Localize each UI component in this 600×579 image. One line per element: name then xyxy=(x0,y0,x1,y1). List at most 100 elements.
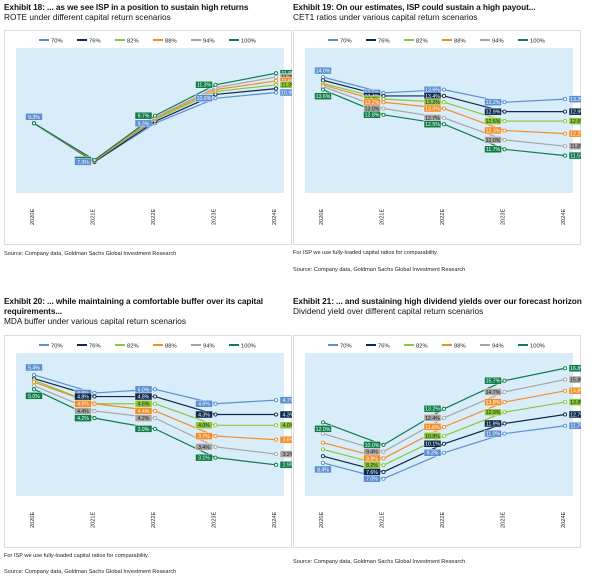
data-label: 3.7% xyxy=(195,432,213,440)
data-label: 4.8% xyxy=(74,392,92,400)
data-label-text: 11.7% xyxy=(486,147,501,153)
data-point xyxy=(562,366,568,371)
x-tick-label: 2023E xyxy=(212,209,218,225)
data-label-text: 11.3% xyxy=(281,83,292,89)
data-point xyxy=(213,96,218,101)
data-point xyxy=(92,416,97,421)
data-point xyxy=(562,153,568,158)
data-label-text: 4.6% xyxy=(77,402,89,408)
data-label-text: 13.6% xyxy=(425,88,440,94)
legend-label: 70% xyxy=(51,39,63,45)
footnote: For ISP we use fully-loaded capital rati… xyxy=(293,250,438,256)
data-label: 11.9% xyxy=(484,419,502,427)
data-label: 5.0% xyxy=(134,385,153,393)
legend-label: 100% xyxy=(241,344,256,350)
data-point xyxy=(92,408,97,413)
data-label-text: 4.8% xyxy=(77,394,89,400)
exhibit-subtitle: CET1 ratios under various capital return… xyxy=(293,12,478,22)
data-label-text: 12.4% xyxy=(425,416,440,422)
exhibit-20: Exhibit 20: ... while maintaining a comf… xyxy=(4,296,294,575)
x-tick-label: 2024E xyxy=(561,209,567,225)
data-label: 2.9% xyxy=(279,461,292,469)
legend-label: 100% xyxy=(530,344,545,350)
data-point xyxy=(502,400,507,405)
data-label-text: 4.3% xyxy=(283,412,292,418)
exhibit-title: Exhibit 21: ... and sustaining high divi… xyxy=(293,296,582,306)
source-note: Source: Company data, Goldman Sachs Glob… xyxy=(293,559,466,565)
x-tick-label: 2023E xyxy=(212,512,218,528)
data-label-text: 13.8% xyxy=(486,400,501,406)
data-label-text: 9.3% xyxy=(28,115,40,121)
legend-label: 88% xyxy=(165,344,177,350)
data-label-box xyxy=(195,400,213,408)
data-label-text: 8.4% xyxy=(317,467,329,473)
data-point xyxy=(502,147,507,152)
data-label-text: 13.0% xyxy=(425,106,440,112)
legend-label: 70% xyxy=(51,344,63,350)
data-label-box xyxy=(134,414,153,422)
data-label: 9.3% xyxy=(423,449,442,457)
data-point xyxy=(441,433,447,438)
x-tick-label: 2021E xyxy=(91,512,97,528)
data-point xyxy=(320,460,326,465)
data-point xyxy=(381,476,386,481)
legend-label: 94% xyxy=(492,39,504,45)
data-label-text: 13.3% xyxy=(570,97,581,103)
x-tick-label: 2022E xyxy=(151,209,157,225)
data-label-text: 7.6% xyxy=(366,470,378,476)
legend-label: 76% xyxy=(89,344,101,350)
data-label-text: 4.2% xyxy=(77,416,89,422)
data-label-text: 4.4% xyxy=(77,409,89,415)
data-label-box xyxy=(484,398,502,406)
data-label: 11.6% xyxy=(423,423,442,431)
data-label-text: 7.3% xyxy=(77,160,89,166)
data-label-text: 12.0% xyxy=(316,427,331,433)
data-point xyxy=(213,423,218,428)
exhibit-subtitle: MDA buffer under various capital return … xyxy=(4,316,187,326)
data-label-box xyxy=(279,461,292,469)
data-point xyxy=(273,78,279,83)
x-tick-label: 2020E xyxy=(30,512,36,528)
data-point xyxy=(92,390,97,395)
data-label: 10.0% xyxy=(363,441,381,449)
data-label-box xyxy=(25,363,43,372)
data-point xyxy=(502,119,507,124)
data-label-text: 5.4% xyxy=(28,365,40,371)
data-label-text: 3.6% xyxy=(283,438,292,444)
exhibit-title: Exhibit 18: ... as we see ISP in a posit… xyxy=(4,2,249,12)
data-label: 4.2% xyxy=(74,414,92,422)
legend-label: 100% xyxy=(530,39,545,45)
data-label: 12.9% xyxy=(568,107,581,116)
data-label-text: 12.9% xyxy=(486,110,501,116)
data-point xyxy=(562,412,568,417)
data-label-text: 4.4% xyxy=(138,409,150,415)
chart-exhibit-18: 70% 76% 82% 88% 94% 100% 2020E 2021E 2022E 2023E 2… xyxy=(4,30,292,245)
x-tick-label: 2023E xyxy=(501,512,507,528)
data-label-text: 4.0% xyxy=(198,423,210,429)
data-label: 4.8% xyxy=(134,392,153,400)
data-label-box xyxy=(314,92,332,100)
exhibit-title: Exhibit 20: ... while maintaining a comf… xyxy=(4,296,263,316)
data-label-box xyxy=(74,414,92,422)
data-label-box xyxy=(423,449,442,457)
data-point xyxy=(31,387,37,392)
data-label: 9.4% xyxy=(363,447,381,456)
x-tick-label: 2021E xyxy=(380,512,386,528)
data-label: 9.7% xyxy=(134,111,153,120)
data-label-text: 11.5% xyxy=(570,154,581,160)
data-label-box xyxy=(423,104,442,113)
data-label: 12.0% xyxy=(484,136,502,144)
data-label-text: 12.8% xyxy=(365,113,380,119)
data-label-box xyxy=(568,364,581,372)
data-label-text: 3.2% xyxy=(283,452,292,458)
data-label-box xyxy=(279,410,292,419)
data-point xyxy=(31,383,37,388)
data-label-box xyxy=(314,465,332,474)
data-label: 12.6% xyxy=(568,117,581,125)
legend-label: 82% xyxy=(127,39,139,45)
data-point xyxy=(273,423,279,428)
data-label-text: 15.8% xyxy=(570,377,581,383)
x-tick-label: 2020E xyxy=(319,512,325,528)
x-tick-label: 2023E xyxy=(501,209,507,225)
data-label: 4.4% xyxy=(74,407,92,415)
